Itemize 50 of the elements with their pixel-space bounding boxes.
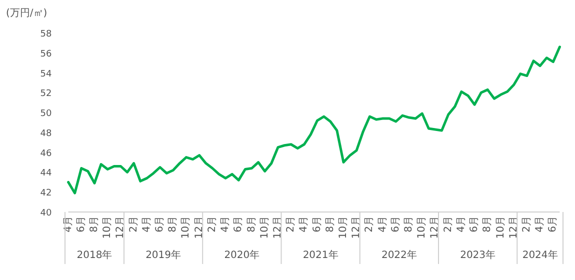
text: 2022年	[381, 249, 417, 261]
y-tick-label: 56	[40, 49, 52, 60]
x-tick-label: 10月	[338, 216, 349, 239]
x-tick-label: 2月	[128, 216, 140, 232]
x-tick-label: 4月	[298, 216, 310, 232]
y-tick-label: 42	[40, 188, 52, 199]
x-tick-label: 2月	[364, 216, 376, 232]
x-tick-label: 2月	[286, 216, 297, 232]
text: 2019年	[146, 249, 182, 261]
y-tick-label: 40	[40, 208, 52, 218]
x-tick-label: 4月	[141, 216, 152, 232]
x-tick-label: 6月	[548, 216, 559, 232]
x-tick-label: 8月	[88, 216, 100, 232]
x-tick-label: 4月	[456, 216, 467, 232]
x-tick-label: 8月	[168, 216, 179, 232]
x-tick-label: 8月	[482, 216, 494, 232]
x-tick-label: 10月	[102, 216, 114, 239]
x-tick-label: 10月	[180, 216, 192, 239]
y-tick-label: 54	[40, 69, 52, 80]
x-tick-label: 2月	[206, 216, 218, 232]
x-tick-label: 10月	[259, 216, 270, 239]
x-tick-label: 4月	[534, 216, 546, 232]
x-tick-label: 6月	[390, 216, 402, 232]
line-series	[67, 46, 561, 194]
y-tick-label: 52	[40, 89, 52, 100]
y-tick-label: 48	[40, 128, 52, 139]
x-tick-label: 6月	[233, 216, 244, 232]
text: 2020年	[224, 249, 260, 261]
y-tick-label: 58	[40, 30, 52, 40]
x-tick-label: 8月	[324, 216, 336, 232]
y-tick-label: 46	[40, 148, 52, 159]
x-tick-label: 6月	[76, 216, 87, 232]
x-tick-label: 6月	[312, 216, 323, 232]
y-tick-label: 44	[40, 168, 52, 179]
x-tick-label: 6月	[154, 216, 166, 232]
text: 2023年	[460, 249, 496, 261]
x-tick-label: 10月	[416, 216, 428, 239]
x-tick-label: 8月	[404, 216, 415, 232]
x-tick-label: 4月	[220, 216, 232, 232]
text: 2021年	[302, 249, 338, 261]
y-tick-label: 50	[40, 109, 52, 120]
x-tick-label: 6月	[469, 216, 480, 232]
text: 2018年	[76, 249, 112, 261]
x-tick-label: 2月	[521, 216, 532, 232]
y-axis-title: (万円/㎡)	[6, 8, 48, 19]
x-tick-label: 10月	[495, 216, 506, 239]
x-tick-label: 8月	[246, 216, 258, 232]
x-tick-label: 4月	[377, 216, 388, 232]
x-tick-label: 2月	[442, 216, 454, 232]
text: 2024年	[522, 249, 558, 261]
